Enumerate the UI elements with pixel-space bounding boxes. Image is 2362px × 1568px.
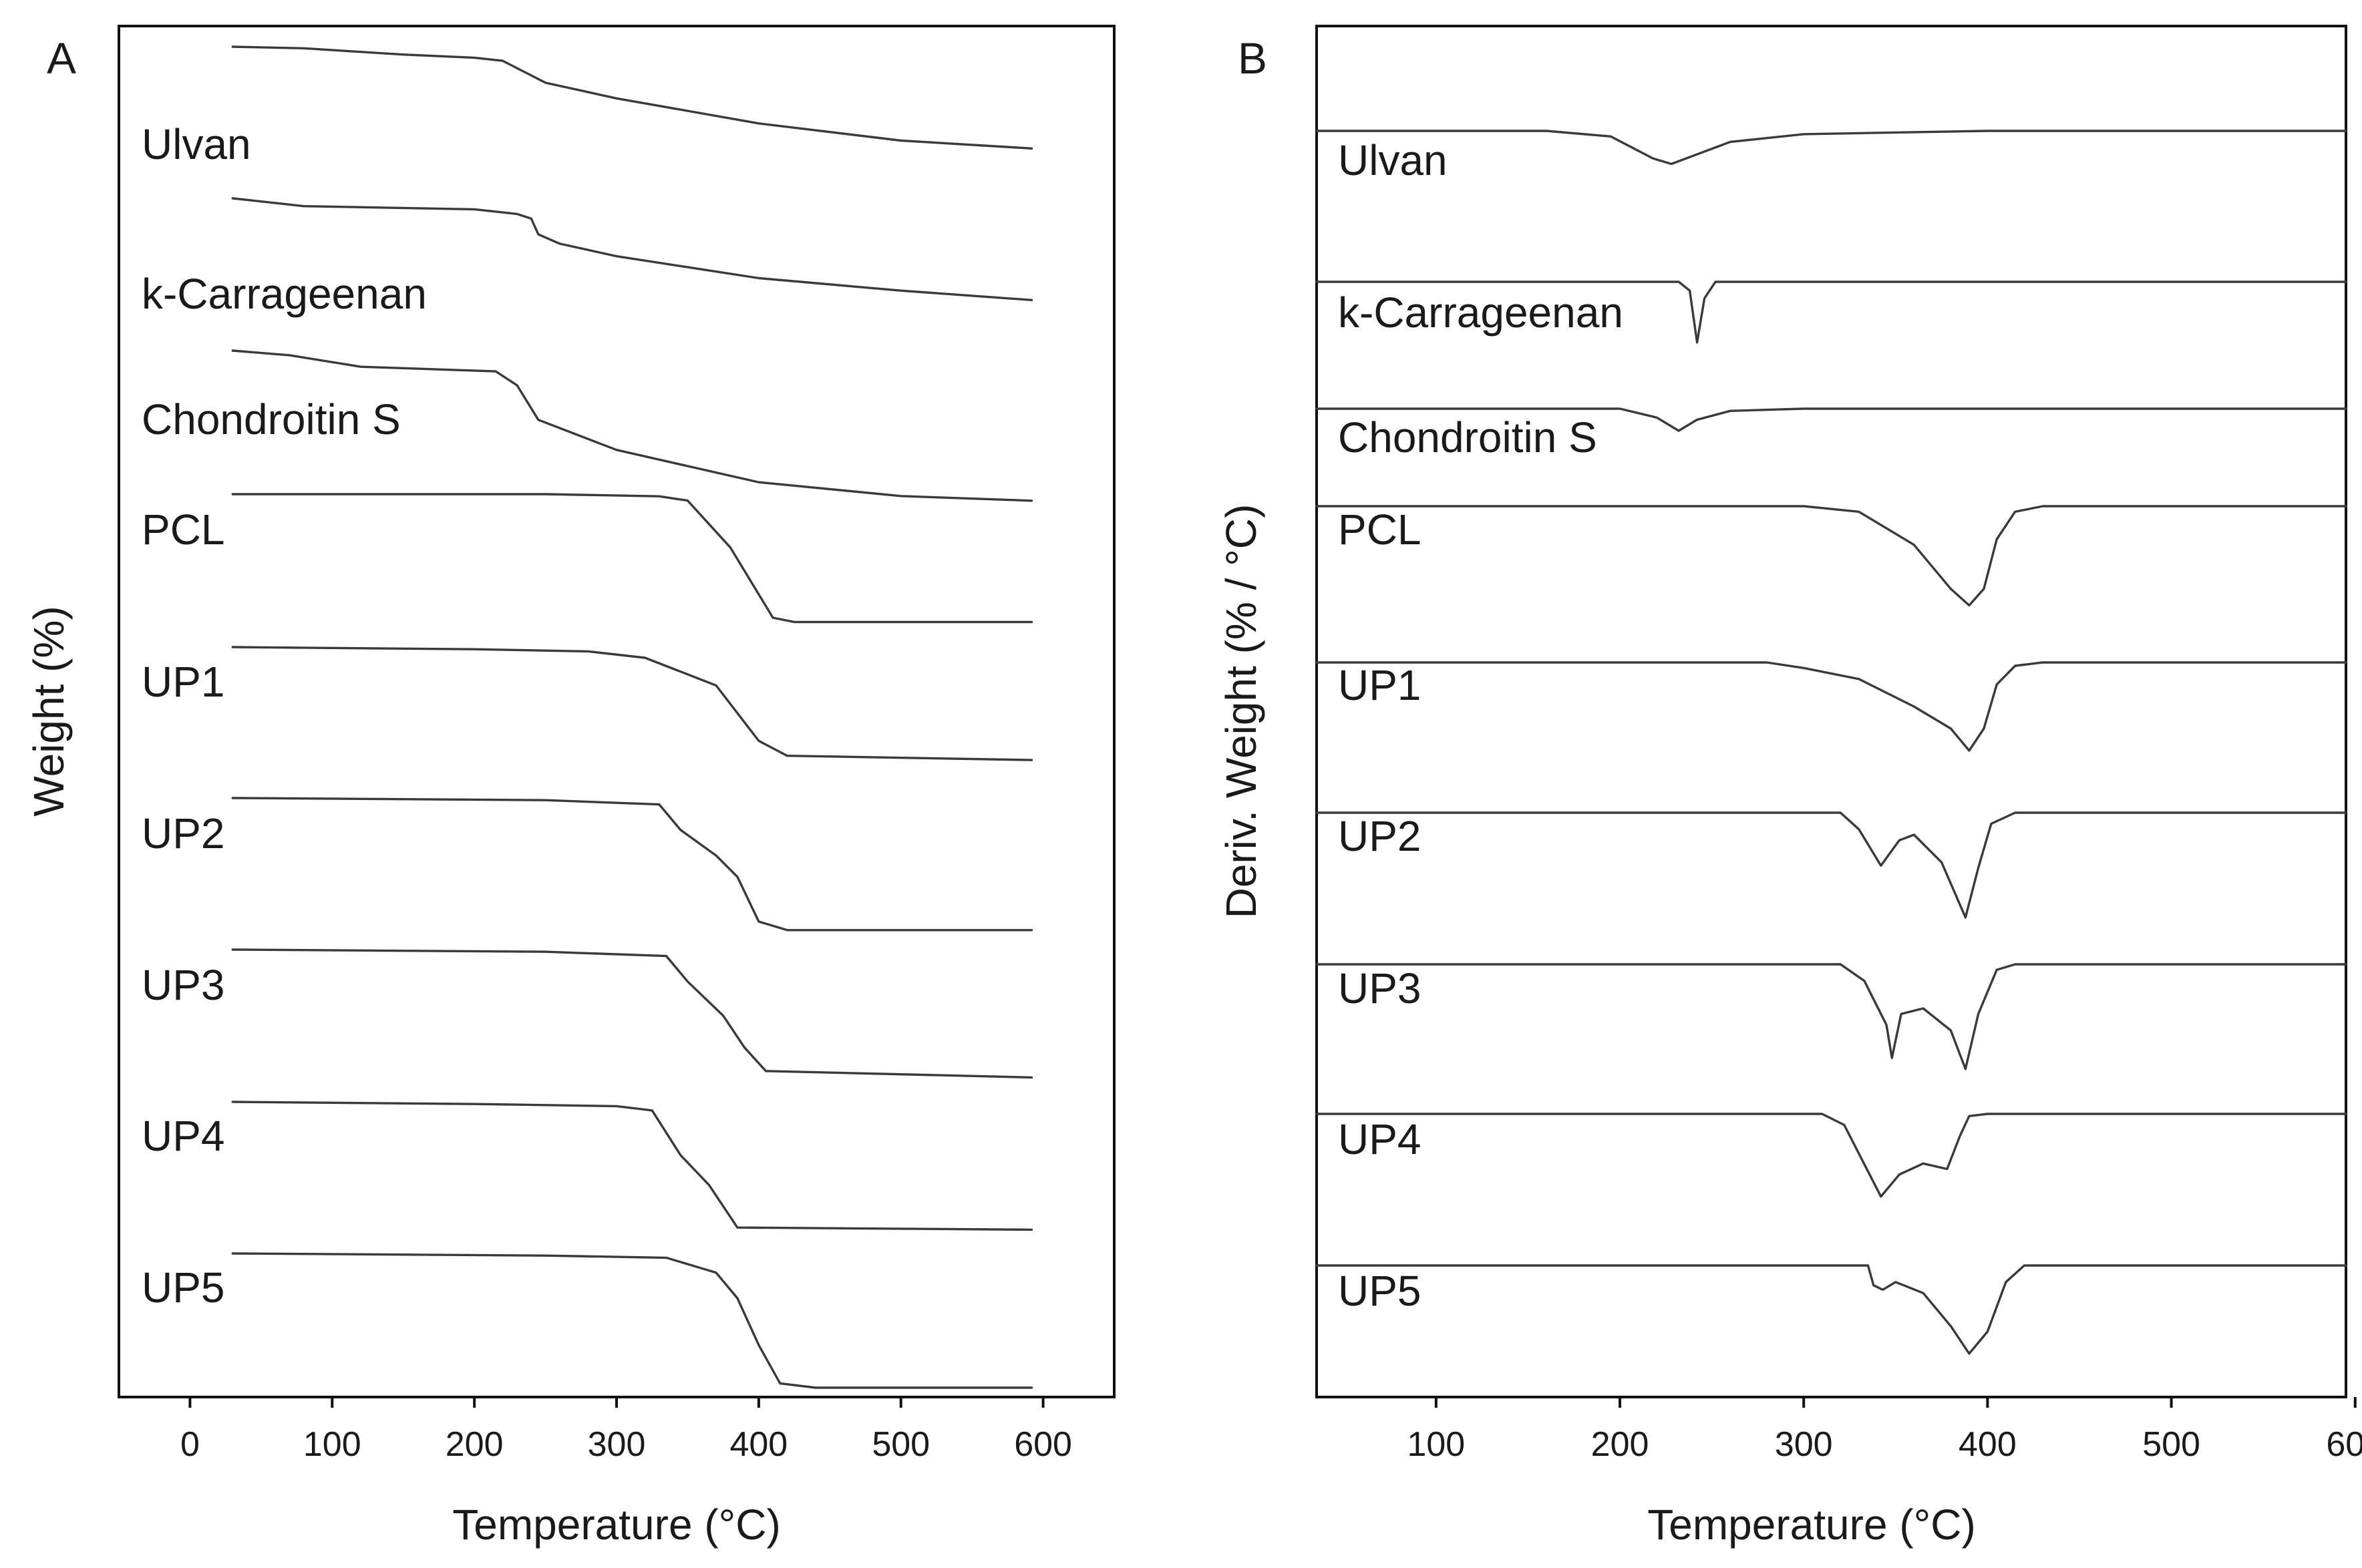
series-label-up2: UP2 xyxy=(142,809,225,857)
series-label-ulvan: Ulvan xyxy=(142,120,251,168)
series-label-chondroitin-s: Chondroitin S xyxy=(1338,413,1597,461)
curve-up1 xyxy=(1315,661,2347,752)
series-label-up1: UP1 xyxy=(1338,661,1421,709)
curve-k-carrageenan xyxy=(231,197,1033,301)
x-tick-label-600: 600 xyxy=(1014,1425,1072,1464)
curve-chondroitin-s xyxy=(231,349,1033,502)
series-label-up4: UP4 xyxy=(1338,1115,1421,1163)
series-label-up5: UP5 xyxy=(142,1263,225,1312)
series-label-up2: UP2 xyxy=(1338,812,1421,860)
curve-chondroitin-s xyxy=(1315,407,2347,432)
panel-a-x-ticks: 0 100 200 300 400 500 600 xyxy=(180,1397,1072,1464)
series-label-ulvan: Ulvan xyxy=(1338,136,1448,184)
panel-b-derivative-chart: B 100 200 300 400 500 600 Ulvan k-Carrageenan C… xyxy=(1217,25,2362,1549)
series-label-chondroitin-s: Chondroitin S xyxy=(142,395,401,443)
series-label-k-carrageenan: k-Carrageenan xyxy=(142,270,427,318)
curve-up5 xyxy=(1315,1264,2347,1355)
series-label-up1: UP1 xyxy=(142,658,225,706)
panel-b-x-ticks: 100 200 300 400 500 600 xyxy=(1407,1397,2362,1464)
panel-a-y-axis-label: Weight (%) xyxy=(25,606,73,816)
series-label-up5: UP5 xyxy=(1338,1267,1421,1315)
x-tick-label-200: 200 xyxy=(446,1425,504,1464)
curve-up4 xyxy=(231,1101,1033,1231)
series-label-up4: UP4 xyxy=(142,1112,225,1160)
x-tick-label-100: 100 xyxy=(1407,1425,1465,1464)
panel-b-curves xyxy=(1315,130,2347,1355)
series-label-k-carrageenan: k-Carrageenan xyxy=(1338,288,1623,337)
panel-a-weight-chart: A 0 100 200 300 400 500 600 Ulvan k-Carrageenan… xyxy=(25,25,1116,1549)
series-label-up3: UP3 xyxy=(142,961,225,1009)
x-tick-label-200: 200 xyxy=(1591,1425,1649,1464)
panel-a-series-labels: Ulvan k-Carrageenan Chondroitin S PCL UP1 UP2… xyxy=(142,120,427,1312)
x-tick-label-500: 500 xyxy=(872,1425,930,1464)
curve-up1 xyxy=(231,646,1033,761)
x-tick-label-300: 300 xyxy=(1775,1425,1833,1464)
panel-b-y-axis-label: Deriv. Weight (% / °C) xyxy=(1217,504,1265,919)
curve-ulvan xyxy=(231,45,1033,150)
curve-up3 xyxy=(231,948,1033,1079)
curve-up2 xyxy=(231,797,1033,932)
x-tick-label-500: 500 xyxy=(2142,1425,2200,1464)
x-tick-label-0: 0 xyxy=(180,1425,200,1464)
series-label-pcl: PCL xyxy=(1338,506,1421,554)
curve-up3 xyxy=(1315,963,2347,1070)
x-tick-label-100: 100 xyxy=(303,1425,361,1464)
panel-a-curves xyxy=(231,45,1033,1389)
curve-up4 xyxy=(1315,1113,2347,1198)
panel-b-x-axis-label: Temperature (°C) xyxy=(1647,1501,1976,1549)
curve-up2 xyxy=(1315,811,2347,919)
panel-a-x-axis-label: Temperature (°C) xyxy=(452,1501,781,1549)
panel-b-series-labels: Ulvan k-Carrageenan Chondroitin S PCL UP1 UP2… xyxy=(1338,136,1623,1315)
panel-a-letter: A xyxy=(47,33,76,83)
curve-ulvan xyxy=(1315,130,2347,166)
series-label-pcl: PCL xyxy=(142,506,225,554)
curve-pcl xyxy=(231,493,1033,624)
curve-k-carrageenan xyxy=(1315,280,2347,344)
curve-up5 xyxy=(231,1252,1033,1389)
series-label-up3: UP3 xyxy=(1338,964,1421,1012)
x-tick-label-400: 400 xyxy=(729,1425,788,1464)
x-tick-label-300: 300 xyxy=(588,1425,646,1464)
x-tick-label-400: 400 xyxy=(1959,1425,2017,1464)
x-tick-label-600: 600 xyxy=(2326,1425,2362,1464)
curve-pcl xyxy=(1315,505,2347,607)
panel-a-plot-frame xyxy=(118,25,1116,1398)
panel-b-plot-frame xyxy=(1315,25,2347,1398)
panel-b-letter: B xyxy=(1238,33,1267,83)
